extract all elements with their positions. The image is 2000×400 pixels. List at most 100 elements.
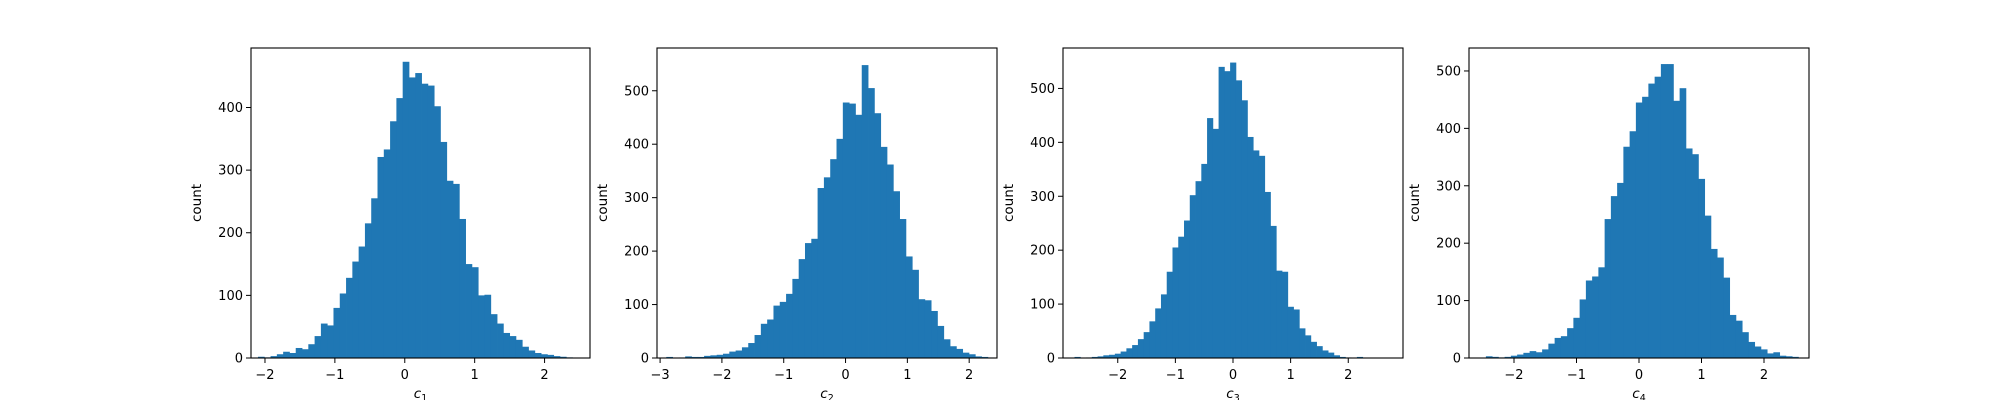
histogram-bar xyxy=(741,347,749,358)
histogram-bar xyxy=(1554,337,1562,358)
histogram-bar xyxy=(1189,195,1196,358)
x-tick-label: 0 xyxy=(401,368,409,383)
y-tick-label: 0 xyxy=(641,352,649,367)
y-tick-label: 200 xyxy=(1436,237,1461,252)
histogram-bar xyxy=(849,103,856,358)
histogram-bar xyxy=(453,183,460,358)
histogram-bar xyxy=(1218,66,1225,359)
histogram-bar xyxy=(817,188,825,358)
histogram-bar xyxy=(1201,163,1208,358)
histogram-bar xyxy=(308,344,316,358)
histogram-bar xyxy=(937,325,945,358)
x-axis-label: c1 xyxy=(414,386,427,400)
axes-frame xyxy=(656,47,998,359)
x-axis-label-subscript: 4 xyxy=(1640,393,1646,400)
histogram-bar xyxy=(798,259,806,358)
axes-frame xyxy=(250,47,591,359)
y-axis-label: count xyxy=(189,184,205,222)
histogram-bar xyxy=(1103,355,1110,358)
histogram-bar xyxy=(723,353,730,358)
histogram-panel-3: −2 −1 0 1 2 0 100 200 300 400 500 c3 count xyxy=(1001,47,1404,400)
histogram-bar xyxy=(855,114,863,358)
histogram-bar xyxy=(1598,267,1606,358)
histogram-bar xyxy=(931,310,938,358)
histogram-bar xyxy=(534,352,542,358)
y-tick-label: 100 xyxy=(624,298,649,313)
histogram-bar xyxy=(459,218,466,358)
x-tick-label: 0 xyxy=(1229,368,1237,383)
histogram-bar xyxy=(1322,350,1329,358)
histogram-bar xyxy=(339,293,347,358)
histogram-bar xyxy=(685,356,692,358)
y-axis-label: count xyxy=(1001,184,1017,222)
histogram-bar xyxy=(1149,321,1156,358)
histogram-bar xyxy=(509,336,517,358)
y-axis-label: count xyxy=(1407,184,1423,222)
histogram-bar xyxy=(1579,299,1587,358)
histogram-bar xyxy=(1785,356,1793,358)
y-tick-label: 400 xyxy=(218,101,243,116)
histogram-bar xyxy=(1184,220,1191,358)
histogram-bar xyxy=(497,323,504,358)
x-axis-label-subscript: 1 xyxy=(421,393,427,400)
x-tick-label: 2 xyxy=(540,368,548,383)
histogram-bar xyxy=(358,246,366,358)
histogram-bar xyxy=(1779,355,1787,358)
histogram-bar xyxy=(333,307,341,358)
y-axis-label: count xyxy=(595,184,611,222)
histogram-bar xyxy=(1143,332,1150,358)
x-tick-label: −2 xyxy=(255,368,274,383)
histogram-bar xyxy=(1241,100,1248,359)
histogram-bar xyxy=(1132,345,1139,358)
histogram-bar xyxy=(1773,352,1781,358)
histogram-bar xyxy=(792,278,800,358)
histogram-bar xyxy=(484,294,492,358)
histogram-bar xyxy=(1517,354,1524,358)
histogram-bar xyxy=(760,323,768,358)
histogram-bar xyxy=(729,351,737,358)
histogram-bar xyxy=(1748,341,1756,358)
histogram-bars xyxy=(1074,62,1364,359)
histogram-bar xyxy=(1604,219,1612,358)
histogram-bar xyxy=(874,113,882,359)
y-tick-label: 300 xyxy=(1436,179,1461,194)
histogram-bar xyxy=(1567,328,1574,358)
histogram-bar xyxy=(943,339,951,358)
y-tick-label: 0 xyxy=(235,352,243,367)
histogram-bar xyxy=(1523,352,1531,358)
histogram-bar xyxy=(383,149,391,358)
histogram-bar xyxy=(1195,181,1202,358)
histogram-bar xyxy=(1155,308,1162,358)
x-axis-label-symbol: c xyxy=(820,386,828,400)
x-tick-label: 0 xyxy=(841,368,849,383)
histogram-bar xyxy=(1673,100,1681,358)
x-tick-label: 2 xyxy=(1760,368,1768,383)
histogram-bar xyxy=(1485,356,1493,358)
histogram-bar xyxy=(257,356,265,358)
histogram-bar xyxy=(880,146,888,358)
x-tick-label: 2 xyxy=(965,368,973,383)
histogram-panel-4: −2 −1 0 1 2 0 100 200 300 400 500 c4 count xyxy=(1407,47,1810,400)
histogram-bar xyxy=(1166,271,1173,358)
x-axis-label: c4 xyxy=(1632,386,1645,400)
histogram-bar xyxy=(716,354,724,358)
y-tick-label: 200 xyxy=(1030,244,1055,259)
histogram-bar xyxy=(1316,346,1323,358)
histogram-bar xyxy=(320,323,328,358)
histogram-bar xyxy=(1648,83,1656,358)
histogram-bar xyxy=(1592,276,1599,358)
histogram-bar xyxy=(836,138,844,358)
histogram-bar xyxy=(471,267,479,358)
histogram-bar xyxy=(1120,351,1127,358)
x-tick-label: 1 xyxy=(1286,368,1294,383)
histogram-bar xyxy=(1698,178,1706,358)
histogram-bar xyxy=(1635,102,1643,358)
histogram-bar xyxy=(773,305,781,358)
x-axis-label-symbol: c xyxy=(414,386,422,400)
histogram-bar xyxy=(1230,62,1237,359)
y-tick-label: 500 xyxy=(624,84,649,99)
x-tick-label: 1 xyxy=(903,368,911,383)
histogram-bar xyxy=(1723,277,1731,358)
